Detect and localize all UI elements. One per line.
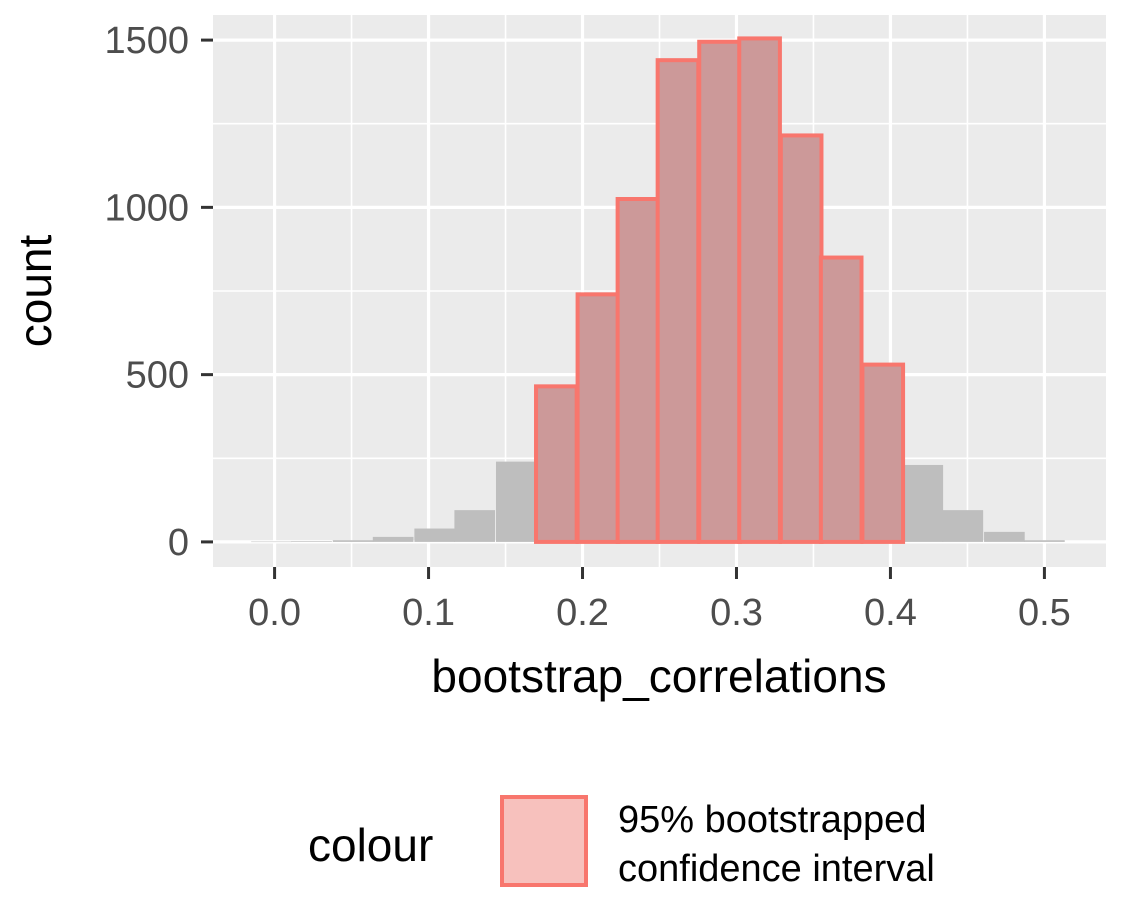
x-tick-label: 0.1: [402, 592, 455, 634]
histogram-bar: [942, 510, 984, 542]
histogram-bar: [902, 464, 944, 542]
x-tick-label: 0.2: [556, 592, 609, 634]
histogram-bar: [1024, 540, 1065, 542]
histogram-bar: [495, 461, 537, 542]
histogram-bar: [984, 531, 1025, 542]
x-axis-title: bootstrap_correlations: [431, 650, 886, 702]
histogram-bars: [251, 36, 1065, 544]
y-tick-label: 500: [126, 355, 189, 397]
histogram-bar: [454, 510, 496, 542]
x-tick-label: 0.5: [1018, 592, 1071, 634]
histogram-bar: [332, 540, 374, 542]
y-tick-label: 0: [168, 522, 189, 564]
x-tick-label: 0.3: [710, 592, 763, 634]
ci-histogram-bar: [737, 36, 782, 544]
histogram-bar: [414, 528, 456, 542]
ci-histogram-bar: [655, 58, 701, 544]
histogram-bar: [372, 536, 414, 542]
histogram-bar: [291, 541, 332, 542]
y-axis-ticks: 0 500 1000 1500: [104, 20, 213, 564]
legend-label-line2: confidence interval: [618, 848, 935, 890]
x-tick-label: 0.0: [248, 592, 301, 634]
y-tick-label: 1500: [104, 20, 189, 62]
ci-histogram-bar: [534, 384, 579, 544]
ci-histogram-bar: [818, 255, 864, 544]
y-tick-label: 1000: [104, 187, 189, 229]
histogram-bar: [251, 541, 292, 543]
ci-histogram-bar: [860, 362, 906, 544]
x-tick-label: 0.4: [864, 592, 917, 634]
legend-label-line1: 95% bootstrapped: [618, 799, 926, 841]
x-axis-ticks: 0.0 0.1 0.2 0.3 0.4 0.5: [248, 567, 1071, 634]
ci-histogram-bar: [615, 197, 661, 544]
ci-histogram-bar: [575, 292, 621, 544]
legend: colour 95% bootstrapped confidence inter…: [308, 795, 935, 890]
legend-key-confidence-interval: [500, 795, 588, 887]
legend-title: colour: [308, 819, 433, 871]
y-axis-title: count: [9, 235, 61, 348]
ci-histogram-bar: [697, 39, 742, 544]
ci-histogram-bar: [778, 133, 824, 544]
